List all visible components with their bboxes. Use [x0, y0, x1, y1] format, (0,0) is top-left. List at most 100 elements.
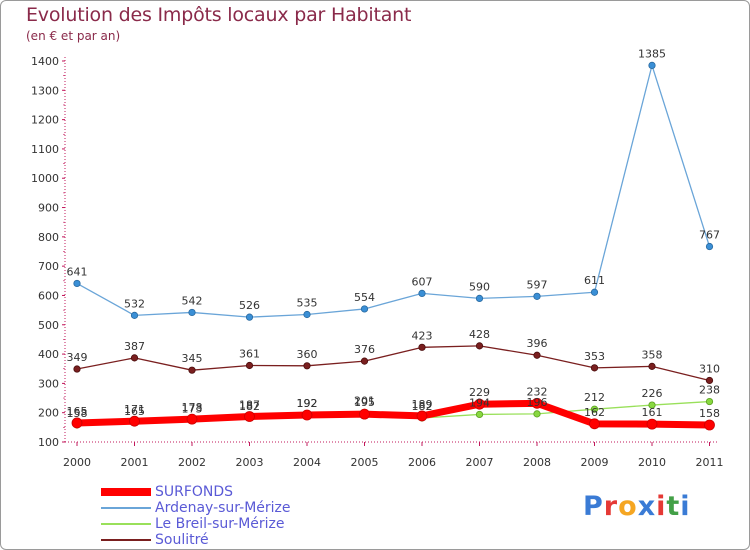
data-label-soulitre: 423 [412, 329, 433, 342]
x-tick-label: 2010 [638, 456, 666, 469]
data-point-surfonds [646, 418, 658, 430]
data-point-surfonds [474, 398, 485, 410]
data-label-le-breil-sur-merize: 196 [527, 396, 548, 409]
data-label-ardenay-sur-merize: 607 [412, 275, 433, 288]
data-label-le-breil-sur-merize: 173 [182, 403, 203, 416]
y-tick-label: 500 [38, 319, 59, 332]
x-tick-label: 2011 [696, 456, 724, 469]
data-point-surfonds [704, 419, 715, 431]
legend-label: Soulitré [155, 532, 209, 548]
data-point-ardenay-sur-merize [188, 308, 196, 317]
logo-letter: P [583, 491, 604, 522]
legend: SURFONDS Ardenay-sur-Mérize Le Breil-sur-M… [101, 484, 401, 548]
data-label-surfonds: 195 [354, 396, 375, 409]
data-point-soulitre [475, 342, 484, 350]
data-point-ardenay-sur-merize [418, 289, 426, 298]
data-label-ardenay-sur-merize: 554 [354, 291, 375, 304]
data-label-surfonds: 178 [182, 401, 203, 414]
data-point-surfonds [301, 409, 313, 421]
data-point-ardenay-sur-merize [705, 242, 714, 251]
y-tick-label: 200 [38, 407, 59, 420]
data-label-ardenay-sur-merize: 1385 [638, 47, 666, 60]
legend-label: Le Breil-sur-Mérize [155, 516, 285, 532]
data-point-soulitre [418, 343, 426, 351]
legend-swatch [101, 488, 151, 496]
data-label-ardenay-sur-merize: 532 [124, 297, 145, 310]
y-tick-label: 900 [38, 202, 59, 215]
data-label-ardenay-sur-merize: 767 [699, 229, 720, 242]
data-point-surfonds [416, 410, 428, 422]
legend-item-le-breil-sur-merize: Le Breil-sur-Mérize [101, 516, 401, 532]
legend-item-soulitre: Soulitré [101, 532, 401, 548]
data-label-le-breil-sur-merize: 201 [354, 394, 375, 407]
data-point-soulitre [705, 376, 714, 385]
data-point-le-breil-sur-merize [533, 410, 541, 418]
data-label-surfonds: 192 [297, 397, 318, 410]
logo-letter: i [656, 491, 667, 522]
data-point-surfonds [244, 411, 255, 422]
data-point-ardenay-sur-merize [590, 288, 599, 296]
series-line-soulitre [76, 345, 711, 382]
data-label-soulitre: 360 [297, 348, 318, 361]
data-label-surfonds: 187 [239, 399, 260, 412]
data-label-le-breil-sur-merize: 238 [699, 384, 720, 397]
logo-letter: r [603, 491, 619, 522]
data-point-ardenay-sur-merize [475, 294, 484, 302]
data-label-le-breil-sur-merize: 158 [67, 407, 88, 420]
data-label-soulitre: 358 [642, 348, 663, 361]
x-tick-label: 2008 [523, 456, 551, 469]
data-label-le-breil-sur-merize: 194 [469, 396, 490, 409]
y-tick-label: 600 [38, 289, 59, 302]
data-label-ardenay-sur-merize: 535 [297, 297, 318, 310]
data-label-surfonds: 171 [124, 403, 145, 416]
data-point-surfonds [531, 397, 543, 409]
data-point-soulitre [648, 362, 656, 370]
y-tick-label: 400 [38, 348, 59, 361]
data-point-ardenay-sur-merize [130, 311, 139, 319]
data-label-soulitre: 428 [469, 328, 490, 341]
data-label-le-breil-sur-merize: 226 [642, 387, 663, 400]
data-point-ardenay-sur-merize [303, 310, 311, 319]
data-label-soulitre: 396 [527, 337, 548, 350]
y-tick-label: 1200 [31, 114, 59, 127]
data-point-surfonds [129, 415, 140, 427]
legend-swatch [101, 539, 151, 541]
y-tick-label: 800 [38, 231, 59, 244]
data-point-ardenay-sur-merize [360, 305, 369, 313]
legend-label: Ardenay-sur-Mérize [155, 500, 291, 516]
data-label-ardenay-sur-merize: 597 [527, 278, 548, 291]
chart-title: Evolution des Impôts locaux par Habitant [26, 4, 412, 26]
data-label-ardenay-sur-merize: 542 [182, 294, 203, 307]
data-labels: 641 532 542 526 535 554 607 590 597 611 1385 767 349… [67, 47, 721, 420]
x-tick-label: 2003 [236, 456, 264, 469]
data-label-le-breil-sur-merize: 165 [124, 405, 145, 418]
data-label-surfonds: 165 [67, 405, 88, 418]
series-points [71, 61, 715, 431]
data-label-surfonds: 161 [642, 406, 663, 419]
data-label-le-breil-sur-merize: 182 [239, 400, 260, 413]
y-tick-label: 1300 [31, 84, 59, 97]
proxiti-logo: Proxiti [583, 491, 691, 522]
x-tick-label: 2005 [351, 456, 379, 469]
y-tick-label: 1100 [31, 143, 59, 156]
data-point-soulitre [130, 354, 139, 362]
x-tick-label: 2006 [408, 456, 436, 469]
series-line-ardenay-sur-merize [76, 64, 711, 318]
y-tick-label: 1400 [31, 55, 59, 68]
data-point-soulitre [188, 366, 196, 374]
y-tick-label: 300 [38, 377, 59, 390]
data-point-le-breil-sur-merize [590, 405, 599, 413]
data-label-surfonds: 229 [469, 386, 490, 399]
data-point-surfonds [186, 413, 198, 425]
data-label-soulitre: 310 [699, 362, 720, 375]
data-label-soulitre: 361 [239, 348, 260, 361]
data-label-surfonds: 158 [699, 407, 720, 420]
y-tick-label: 100 [38, 436, 59, 449]
axes: 100 200 300 400 500 600 700 800 900 1000 1100 1200 1… [31, 55, 724, 469]
chart-subtitle: (en € et par an) [26, 29, 121, 43]
series-line-surfonds [73, 399, 713, 429]
series-lines [73, 64, 713, 429]
data-point-le-breil-sur-merize [475, 410, 484, 419]
